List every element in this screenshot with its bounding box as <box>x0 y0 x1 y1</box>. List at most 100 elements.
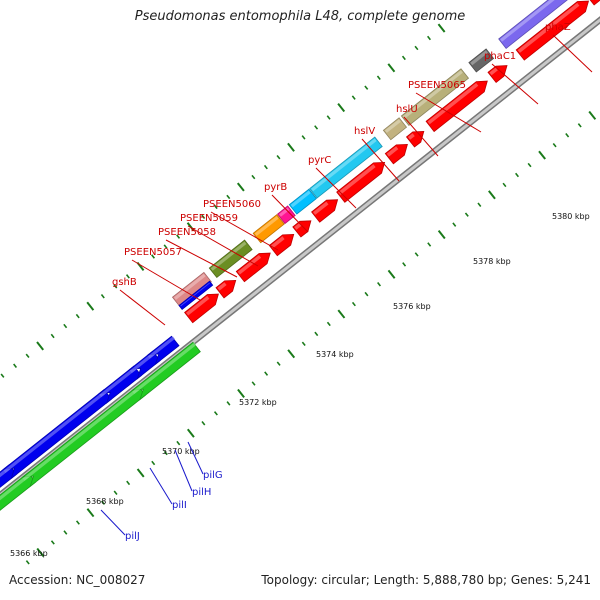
gene-feature-forward-highlight <box>217 282 227 291</box>
gene-feature-forward-highlight <box>270 236 285 249</box>
gene-feature-forward <box>268 233 295 257</box>
gene-feature-reverse-blue <box>146 335 180 366</box>
scale-tick-minor <box>401 55 406 61</box>
leader-line <box>187 225 259 267</box>
gene-label: pyrC <box>308 155 331 166</box>
scale-tick-minor <box>151 254 156 259</box>
scale-tick-minor <box>464 212 469 217</box>
scale-tick-minor <box>326 321 331 327</box>
scale-dots <box>0 35 582 565</box>
gene-feature-category <box>400 68 470 126</box>
scale-tick-minor <box>13 363 18 368</box>
scale-tick-major <box>538 150 546 160</box>
gene-label: phaC1 <box>484 51 516 62</box>
gene-feature-forward <box>215 279 237 299</box>
scale-tick-minor <box>163 244 168 249</box>
gene-feature-category-highlight <box>470 50 488 66</box>
scale-tick-minor <box>301 135 306 140</box>
gene-feature-category <box>288 188 317 215</box>
scale-tick-minor <box>176 440 181 446</box>
scale-tick-minor <box>351 95 356 100</box>
scale-tick-major <box>136 468 145 478</box>
gene-feature-reverse-green <box>131 341 201 401</box>
scale-tick-major <box>588 110 597 120</box>
gene-label: pilG <box>203 470 223 481</box>
gene-label: gshB <box>112 277 137 288</box>
scale-tick-minor <box>351 301 356 307</box>
scale-tick-minor <box>63 323 68 329</box>
tick-label: 5372 kbp <box>239 398 277 407</box>
scale-tick-minor <box>101 500 106 505</box>
gene-feature-forward-highlight <box>386 146 399 157</box>
scale-tick-minor <box>377 282 382 287</box>
gene-feature-category-highlight <box>180 282 210 307</box>
tick-label: 5368 kbp <box>86 497 124 506</box>
gene-label: pyrB <box>264 182 287 193</box>
gene-feature-reverse-green-highlight <box>132 342 197 394</box>
gene-feature-category-highlight <box>210 241 247 271</box>
scale-tick-minor <box>176 234 181 239</box>
gene-feature-reverse-blue-highlight <box>99 366 138 398</box>
gene-feature-category <box>498 0 568 49</box>
gene-feature-forward <box>292 220 312 238</box>
gene-feature-forward-highlight <box>489 67 498 76</box>
gene-label: pilI <box>172 500 187 511</box>
scale-tick-minor <box>63 530 68 535</box>
scale-tick-minor <box>577 123 582 128</box>
scale-tick-minor <box>552 142 557 148</box>
gene-feature-category-highlight <box>500 0 555 42</box>
leader-line <box>119 289 166 326</box>
gene-labels: gshB PSEEN5057 PSEEN5058 PSEEN5059 PSEEN5060… <box>112 22 571 542</box>
scale-tick-major <box>236 182 245 192</box>
scale-tick-minor <box>276 154 281 160</box>
scale-tick-minor <box>264 371 269 376</box>
scale-tick-minor <box>263 164 268 170</box>
scale-tick-minor <box>527 162 532 168</box>
scale-tick-labels: 5366 kbp 5368 kbp 5370 kbp 5372 kbp 5374 kbp… <box>10 212 590 558</box>
gene-feature-category <box>252 214 285 244</box>
scale-tick-minor <box>301 341 306 347</box>
gene-feature-forward-highlight <box>517 2 580 53</box>
scale-tick-minor <box>452 222 457 227</box>
scale-tick-minor <box>376 75 381 80</box>
gene-feature-forward <box>425 80 488 133</box>
scale-tick-minor <box>201 421 206 426</box>
scale-tick-minor <box>414 252 419 257</box>
scale-tick-major <box>237 388 245 399</box>
tick-label: 5376 kbp <box>393 302 431 311</box>
gene-label: PSEEN5060 <box>203 199 261 210</box>
label-leader-lines <box>100 34 593 536</box>
scale-tick-minor <box>251 174 256 180</box>
gene-label: PSEEN5065 <box>408 80 466 91</box>
gene-feature-forward-highlight <box>427 83 479 125</box>
scale-tick-minor <box>314 125 319 130</box>
scale-tick-minor <box>0 373 5 378</box>
scale-tick-major <box>186 222 195 232</box>
genome-summary-text: Topology: circular; Length: 5,888,780 bp… <box>261 573 591 587</box>
scale-tick-major <box>437 230 446 240</box>
gene-feature-category-highlight <box>384 119 401 133</box>
gene-feature-forward <box>487 65 508 84</box>
scale-tick-minor <box>126 480 131 486</box>
leader-line <box>403 116 439 157</box>
scale-tick-minor <box>75 520 80 525</box>
leader-line <box>415 92 482 133</box>
gene-feature-category <box>468 48 495 73</box>
gene-label: PSEEN5059 <box>180 213 238 224</box>
scale-tick-minor <box>213 204 218 210</box>
scale-tick-minor <box>477 202 482 207</box>
leader-line <box>131 259 201 301</box>
leader-line <box>149 467 173 505</box>
gene-feature-category-highlight <box>311 138 377 192</box>
scale-tick-major <box>36 341 45 351</box>
scale-tick-minor <box>50 540 55 545</box>
scale-tick-minor <box>75 313 80 319</box>
scale-tick-minor <box>276 361 281 366</box>
map-title: Pseudomonas entomophila L48, complete ge… <box>134 9 466 24</box>
tick-label: 5378 kbp <box>473 257 511 266</box>
gene-feature-reverse-blue-highlight <box>147 336 175 359</box>
scale-tick-major <box>387 269 396 279</box>
gene-feature-forward <box>405 130 425 148</box>
scale-tick-minor <box>364 291 369 297</box>
